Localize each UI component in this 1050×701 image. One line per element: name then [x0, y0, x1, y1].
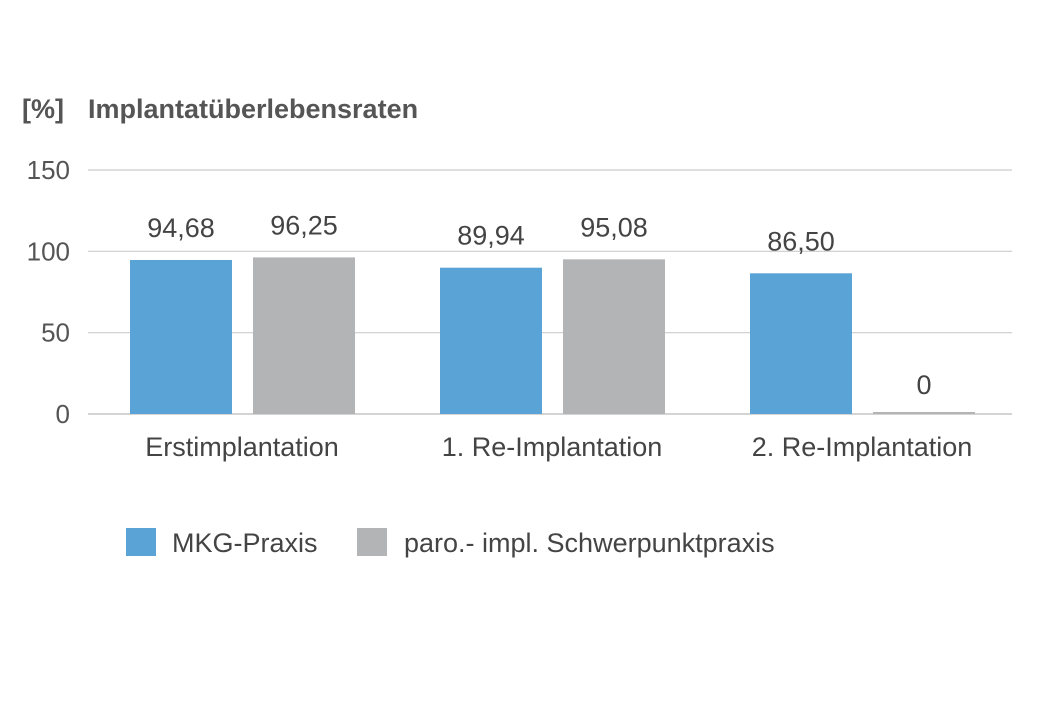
y-tick-label: 150 — [27, 155, 70, 185]
bar-mkg-praxis — [130, 259, 232, 414]
y-tick-label: 0 — [56, 399, 70, 429]
gridlines — [88, 169, 1012, 415]
chart-title: Implantatüberlebensraten — [88, 94, 418, 124]
bar-mkg-praxis — [440, 267, 542, 414]
data-label: 94,68 — [147, 213, 215, 243]
y-axis-unit-label: [%] — [22, 94, 64, 124]
legend-swatch — [357, 528, 387, 556]
y-axis-ticks: 0 50 100 150 — [27, 155, 70, 429]
data-labels: 94,68 96,25 89,94 95,08 86,50 0 — [147, 210, 931, 400]
legend-label: paro.- impl. Schwerpunktpraxis — [404, 528, 775, 558]
bar-schwerpunktpraxis — [873, 412, 975, 414]
legend-swatch — [126, 528, 156, 556]
bars — [130, 257, 975, 414]
category-label: 1. Re-Implantation — [442, 432, 663, 462]
bar-schwerpunktpraxis — [253, 257, 355, 414]
category-label: Erstimplantation — [145, 432, 339, 462]
data-label: 95,08 — [580, 212, 648, 242]
bar-schwerpunktpraxis — [563, 259, 665, 414]
x-axis-categories: Erstimplantation 1. Re-Implantation 2. Re-… — [145, 432, 972, 462]
legend-label: MKG-Praxis — [172, 528, 318, 558]
data-label: 96,25 — [270, 210, 338, 240]
legend: MKG-Praxis paro.- impl. Schwerpunktpraxis — [126, 528, 775, 558]
category-label: 2. Re-Implantation — [752, 432, 973, 462]
data-label: 89,94 — [457, 221, 525, 251]
data-label: 86,50 — [767, 226, 835, 256]
y-tick-label: 50 — [41, 318, 70, 348]
bar-mkg-praxis — [750, 273, 852, 414]
y-tick-label: 100 — [27, 236, 70, 266]
data-label: 0 — [916, 370, 931, 400]
